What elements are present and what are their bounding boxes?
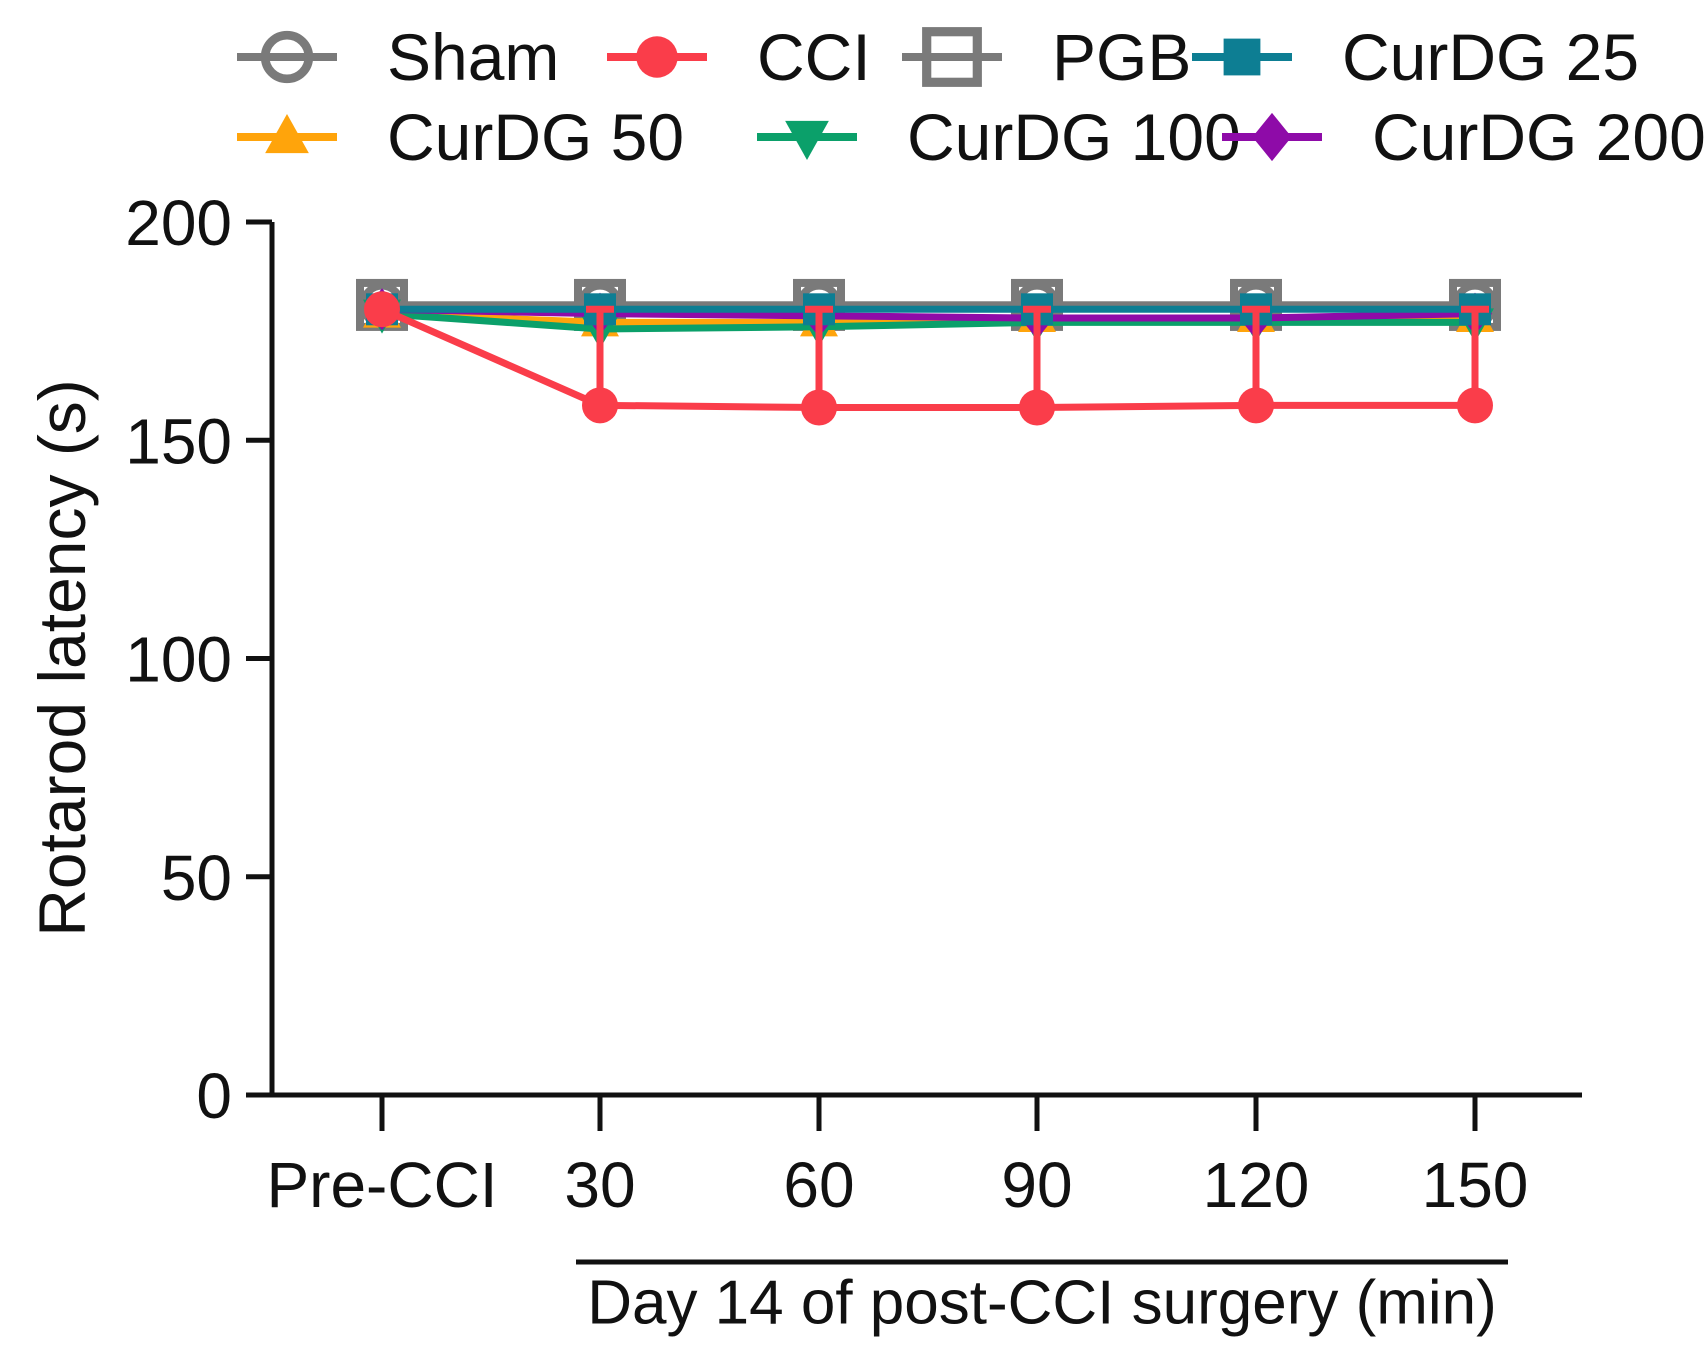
series-cci — [364, 291, 1493, 426]
legend-marker-curdg-100-icon — [757, 120, 857, 160]
y-tick-label: 200 — [125, 187, 232, 259]
legend-label: CurDG 25 — [1342, 20, 1640, 94]
legend-item-curdg-25: CurDG 25 — [1192, 24, 1639, 90]
marker-cci — [1019, 389, 1055, 426]
series-line-curdg-200 — [381, 305, 1476, 322]
y-tick-label: 150 — [125, 405, 232, 477]
legend-item-pgb: PGB — [902, 24, 1191, 90]
legend-label: CurDG 50 — [387, 100, 685, 174]
y-tick-label: 0 — [196, 1060, 232, 1132]
x-axis-title: Day 14 of post-CCI surgery (min) — [587, 1268, 1497, 1338]
series-curdg-200 — [365, 288, 1492, 340]
x-tick-label: 120 — [1203, 1149, 1310, 1221]
x-tick-label: 60 — [783, 1149, 854, 1221]
legend-label: CurDG 100 — [907, 100, 1241, 174]
y-tick-label: 50 — [161, 842, 232, 914]
legend-item-curdg-200: CurDG 200 — [1222, 104, 1704, 170]
legend-marker-cci-icon — [607, 36, 707, 78]
legend-label: CCI — [757, 20, 871, 94]
y-axis-title: Rotarod latency (s) — [25, 379, 99, 937]
legend-marker-pgb-icon — [902, 27, 1002, 87]
y-tick-label: 100 — [125, 624, 232, 696]
legend-item-cci: CCI — [607, 24, 871, 90]
marker-cci — [1457, 387, 1493, 424]
x-tick-label: 30 — [564, 1149, 635, 1221]
legend: Sham CCI PGB CurDG 25 CurDG 50 CurDG 100 CurDG… — [0, 0, 1704, 190]
legend-marker-sham-icon — [237, 30, 337, 84]
series-line-curdg-100 — [381, 310, 1475, 333]
legend-label: CurDG 200 — [1372, 100, 1704, 174]
legend-marker-curdg-200-icon — [1222, 112, 1322, 162]
x-tick-label: Pre-CCI — [266, 1149, 497, 1221]
legend-label: PGB — [1052, 20, 1192, 94]
marker-cci — [582, 387, 618, 424]
x-tick-label: 150 — [1422, 1149, 1529, 1221]
marker-cci — [801, 389, 837, 426]
series-line-cci — [380, 306, 1475, 412]
x-tick-label: 90 — [1001, 1149, 1072, 1221]
legend-marker-curdg-50-icon — [237, 114, 337, 154]
marker-cci — [364, 291, 400, 328]
legend-marker-curdg-25-icon — [1192, 38, 1292, 76]
marker-cci — [1238, 387, 1274, 424]
legend-label: Sham — [387, 20, 560, 94]
legend-item-sham: Sham — [237, 24, 559, 90]
legend-item-curdg-50: CurDG 50 — [237, 104, 684, 170]
legend-item-curdg-100: CurDG 100 — [757, 104, 1241, 170]
